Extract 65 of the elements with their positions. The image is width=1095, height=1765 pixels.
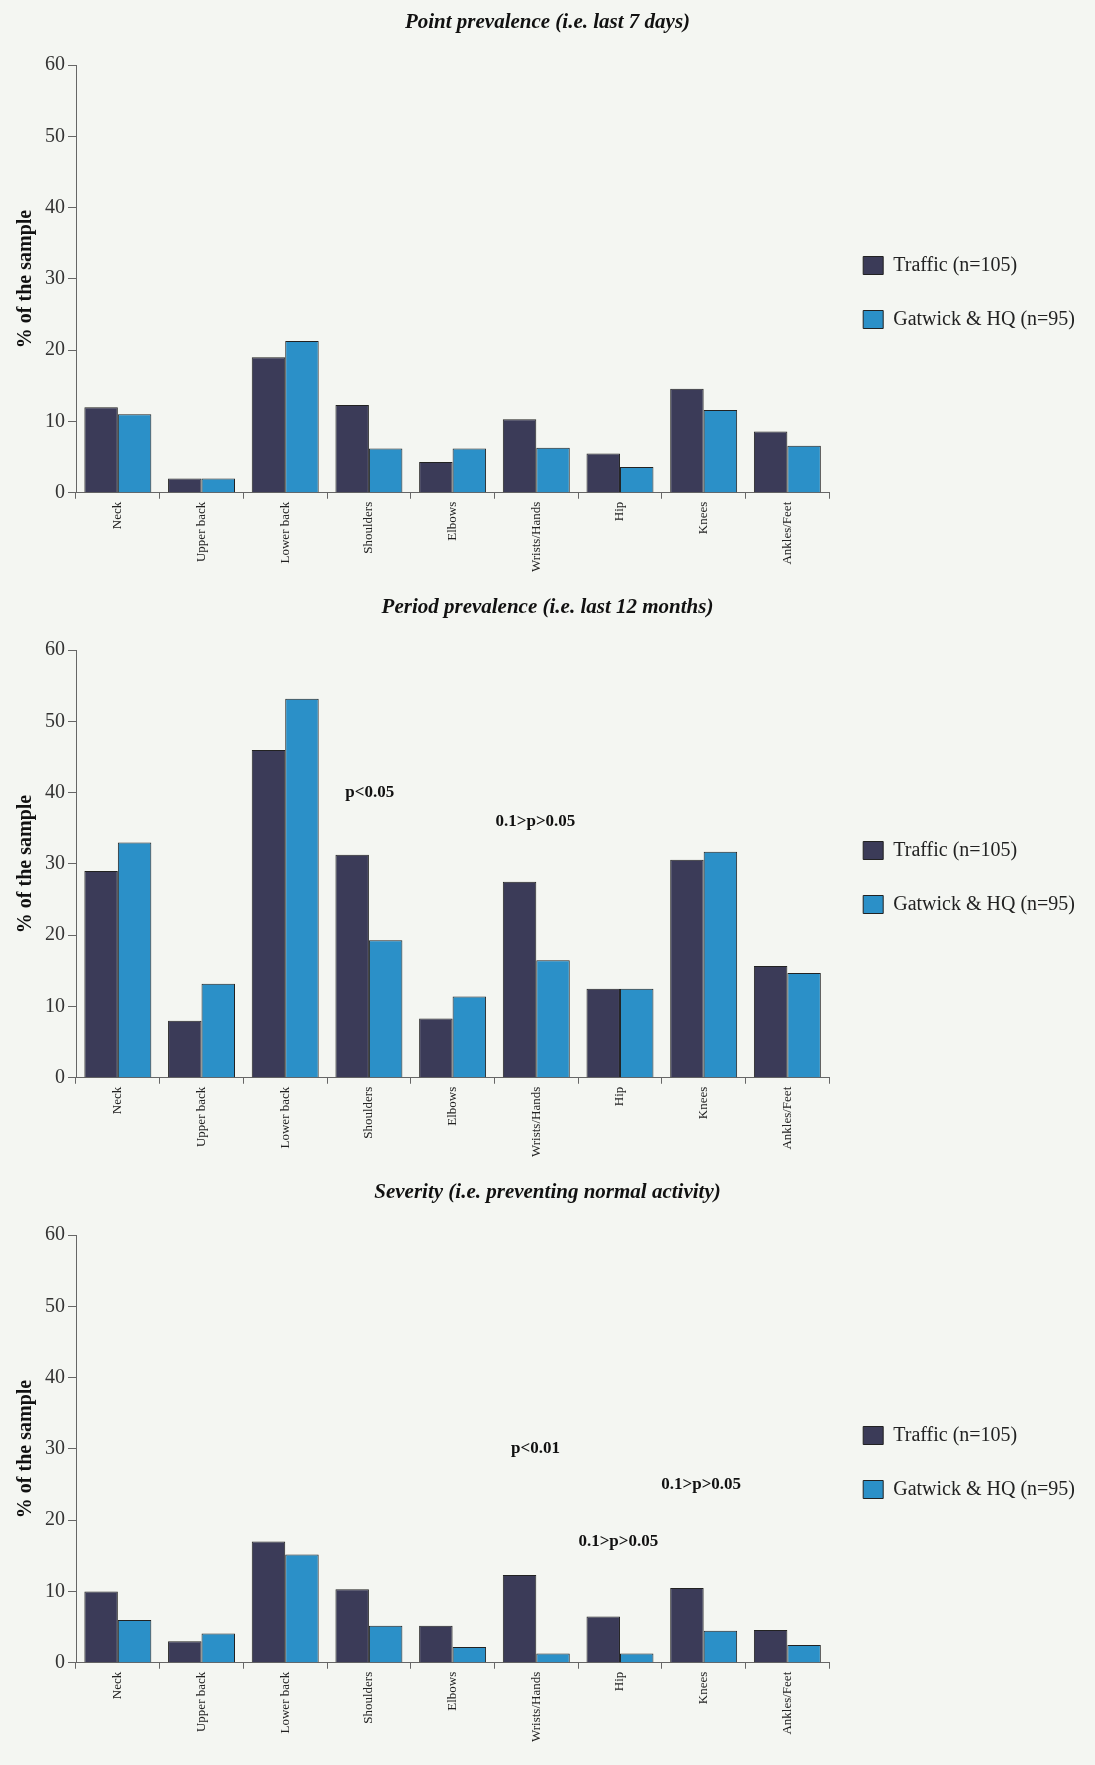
y-tick-label: 0 — [55, 1065, 65, 1087]
x-tick-label: Lower back — [276, 1086, 292, 1149]
x-tick-label: Knees — [695, 501, 711, 535]
y-tick-label: 30 — [45, 1436, 65, 1459]
x-tick-label: Neck — [109, 1671, 125, 1700]
chart-title: Point prevalence (i.e. last 7 days) — [403, 9, 691, 34]
legend-label: Traffic (n=105) — [893, 1422, 1018, 1446]
y-tick-label: 50 — [45, 123, 65, 146]
x-tick-label: Hip — [611, 1086, 627, 1107]
x-tick-label: Ankles/Feet — [778, 1086, 794, 1150]
x-tick-label: Shoulders — [360, 501, 376, 554]
y-tick-label: 60 — [45, 52, 65, 75]
annotation: 0.1>p>0.05 — [495, 810, 576, 830]
y-tick-label: 20 — [45, 922, 65, 945]
y-tick-label: 20 — [45, 337, 65, 360]
x-tick-label: Shoulders — [360, 1086, 376, 1139]
x-tick-label: Neck — [109, 1086, 125, 1115]
y-tick-label: 30 — [45, 851, 65, 874]
x-tick-label: Elbows — [444, 1086, 460, 1126]
y-tick-label: 0 — [55, 480, 65, 502]
x-tick-label: Upper back — [192, 501, 208, 563]
y-tick-label: 40 — [45, 194, 65, 217]
x-tick-label: Knees — [695, 1671, 711, 1705]
x-tick-label: Upper back — [192, 1671, 208, 1733]
chart-title: Period prevalence (i.e. last 12 months) — [380, 594, 714, 619]
y-tick-label: 50 — [45, 708, 65, 731]
y-axis-title: % of the sample — [13, 209, 37, 349]
x-tick-label: Wrists/Hands — [527, 1671, 543, 1742]
x-tick-label: Wrists/Hands — [527, 501, 543, 572]
x-tick-label: Knees — [695, 1086, 711, 1120]
x-tick-label: Hip — [611, 501, 627, 522]
legend-label: Traffic (n=105) — [893, 252, 1018, 276]
x-tick-label: Upper back — [192, 1086, 208, 1148]
y-axis-title: % of the sample — [13, 794, 37, 934]
annotation: p<0.01 — [511, 1438, 560, 1458]
legend-label: Traffic (n=105) — [893, 837, 1018, 861]
x-tick-label: Lower back — [276, 501, 292, 564]
legend-label: Gatwick & HQ (n=95) — [893, 891, 1075, 915]
x-tick-label: Shoulders — [360, 1671, 376, 1724]
annotation: 0.1>p>0.05 — [578, 1531, 659, 1551]
y-tick-label: 10 — [45, 408, 65, 431]
x-tick-label: Ankles/Feet — [778, 1671, 794, 1735]
y-tick-label: 0 — [55, 1650, 65, 1672]
x-tick-label: Hip — [611, 1671, 627, 1692]
x-tick-label: Ankles/Feet — [778, 501, 794, 565]
legend-label: Gatwick & HQ (n=95) — [893, 1476, 1075, 1500]
chart-title: Severity (i.e. preventing normal activity) — [374, 1179, 721, 1204]
y-tick-label: 40 — [45, 1364, 65, 1387]
y-tick-label: 60 — [45, 1222, 65, 1245]
legend-label: Gatwick & HQ (n=95) — [893, 306, 1075, 330]
y-axis-title: % of the sample — [13, 1379, 37, 1519]
y-tick-label: 10 — [45, 993, 65, 1016]
y-tick-label: 40 — [45, 779, 65, 802]
x-tick-label: Lower back — [276, 1671, 292, 1734]
x-tick-label: Wrists/Hands — [527, 1086, 543, 1157]
y-tick-label: 30 — [45, 266, 65, 289]
y-tick-label: 60 — [45, 637, 65, 660]
x-tick-label: Neck — [109, 501, 125, 530]
annotation: 0.1>p>0.05 — [661, 1473, 742, 1493]
x-tick-label: Elbows — [444, 1671, 460, 1711]
y-tick-label: 20 — [45, 1507, 65, 1530]
x-tick-label: Elbows — [444, 501, 460, 541]
annotation: p<0.05 — [345, 781, 395, 801]
y-tick-label: 10 — [45, 1578, 65, 1601]
y-tick-label: 50 — [45, 1293, 65, 1316]
